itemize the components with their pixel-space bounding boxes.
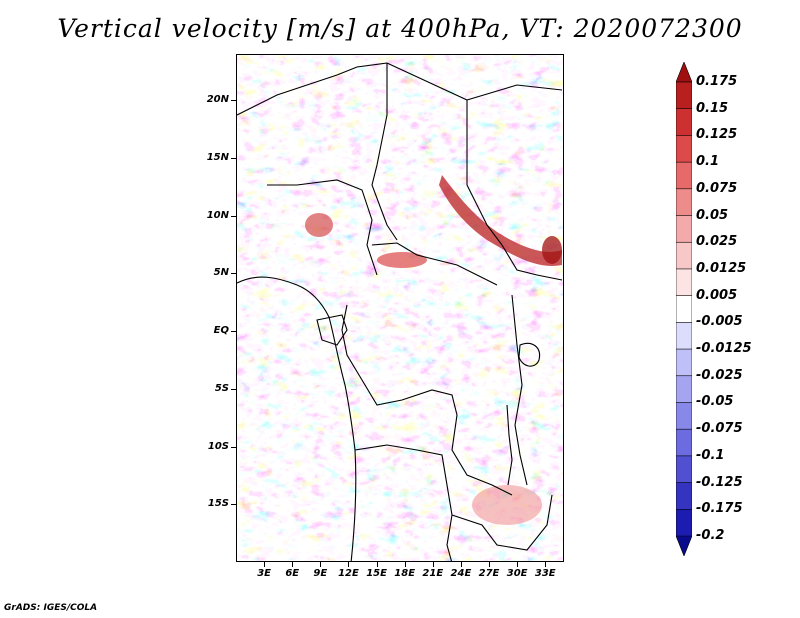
border-sudan-south [466, 184, 563, 281]
border-car [371, 242, 498, 286]
grads-credit: GrADS: IGES/COLA [4, 603, 98, 613]
border-congo [341, 304, 513, 496]
y-tick-label: 15N [206, 151, 229, 163]
colorbar-label: -0.2 [696, 528, 725, 543]
colorbar-label: 0.025 [696, 234, 738, 250]
colorbar-label: -0.05 [696, 394, 734, 410]
colorbar-label: 0.15 [696, 100, 729, 116]
x-tick-label: 30E [506, 568, 528, 579]
map-panel [236, 54, 564, 562]
colorbar-label: -0.025 [696, 367, 743, 383]
colorbar-label: 0.075 [696, 180, 738, 196]
x-tick-label: 24E [450, 568, 472, 579]
colorbar-swatch [676, 455, 692, 484]
x-tick-label: 9E [313, 568, 328, 579]
hotspot-nigeria [305, 213, 333, 237]
coastline-west [237, 276, 357, 561]
lake-tanganyika [506, 404, 513, 486]
x-tick-mark [264, 562, 266, 567]
x-tick-mark [517, 562, 519, 567]
border-chad-sudan [371, 63, 398, 241]
hotspot-car [377, 252, 427, 268]
x-tick-mark [292, 562, 294, 567]
colorbar-label: 0.005 [696, 287, 738, 303]
field-hotspots [305, 175, 562, 525]
colorbar-label: 0.0125 [696, 260, 747, 276]
colorbar-swatch [676, 268, 692, 297]
lake-victoria [518, 342, 541, 367]
colorbar-swatch [676, 322, 692, 350]
border-zambia [451, 494, 553, 551]
colorbar-label: -0.175 [696, 501, 743, 517]
colorbar-label: -0.075 [696, 421, 743, 437]
colorbar-label: -0.0125 [696, 341, 752, 357]
chart-title: Vertical velocity [m/s] at 400hPa, VT: 2… [57, 14, 743, 43]
x-tick-mark [376, 562, 378, 567]
x-tick-mark [489, 562, 491, 567]
colorbar-swatch [676, 375, 692, 404]
y-tick-label: 10S [207, 440, 229, 452]
colorbar-swatch [676, 428, 692, 457]
x-tick-label: 18E [394, 568, 416, 579]
country-borders [237, 62, 563, 561]
border-niger-chad [267, 179, 378, 276]
colorbar-swatch [676, 295, 692, 324]
colorbar-label: 0.125 [696, 127, 738, 143]
colorbar-label: -0.1 [696, 447, 725, 463]
colorbar-swatch [676, 161, 692, 190]
x-tick-label: 33E [534, 568, 556, 579]
y-tick-label: 10N [206, 209, 229, 221]
colorbar-swatch [676, 81, 692, 110]
colorbar-label: 0.1 [696, 154, 720, 170]
y-tick-label: 20N [206, 94, 229, 106]
y-tick-mark [231, 331, 236, 333]
x-tick-label: 3E [257, 568, 271, 579]
border-angola [354, 444, 453, 561]
y-tick-label: 15S [207, 498, 229, 510]
y-tick-label: EQ [213, 325, 229, 337]
colorbar-swatch [676, 135, 692, 163]
colorbar-swatch [676, 215, 692, 244]
x-tick-label: 21E [422, 568, 444, 579]
colorbar-swatch [676, 535, 692, 556]
x-tick-label: 12E [338, 568, 359, 579]
hotspot-south [472, 485, 542, 525]
y-tick-label: 5N [213, 267, 229, 279]
x-tick-label: 15E [366, 568, 387, 579]
colorbar-swatch [676, 508, 692, 537]
y-tick-mark [231, 273, 236, 275]
field-noise [237, 55, 563, 561]
y-tick-label: 5S [214, 382, 229, 394]
colorbar-label: -0.125 [696, 474, 743, 490]
y-tick-mark [231, 504, 236, 506]
y-tick-mark [231, 388, 236, 390]
y-tick-mark [231, 157, 236, 159]
colorbar-swatch [676, 188, 692, 217]
colorbar-swatch [676, 241, 692, 270]
y-tick-mark [231, 446, 236, 448]
colorbar-label: -0.005 [696, 314, 743, 330]
x-tick-mark [348, 562, 350, 567]
hotspot-ethiopia [542, 236, 562, 264]
x-tick-mark [460, 562, 462, 567]
x-tick-mark [404, 562, 406, 567]
y-tick-mark [231, 100, 236, 102]
border-east-lakes [511, 294, 528, 486]
border-northeast [466, 84, 563, 101]
colorbar-swatch [676, 402, 692, 430]
colorbar-label: 0.05 [696, 207, 729, 223]
colorbar-swatch [676, 482, 692, 511]
x-tick-label: 27E [478, 568, 500, 579]
y-tick-mark [231, 215, 236, 217]
colorbar-label: 0.175 [696, 74, 738, 89]
colorbar-swatch [676, 108, 692, 137]
colorbar [676, 62, 692, 556]
colorbar-swatch [676, 62, 692, 83]
x-tick-label: 6E [285, 568, 300, 579]
x-tick-mark [545, 562, 547, 567]
colorbar-swatch [676, 348, 692, 377]
border-gabon [316, 314, 348, 346]
x-tick-mark [432, 562, 434, 567]
x-tick-mark [320, 562, 322, 567]
